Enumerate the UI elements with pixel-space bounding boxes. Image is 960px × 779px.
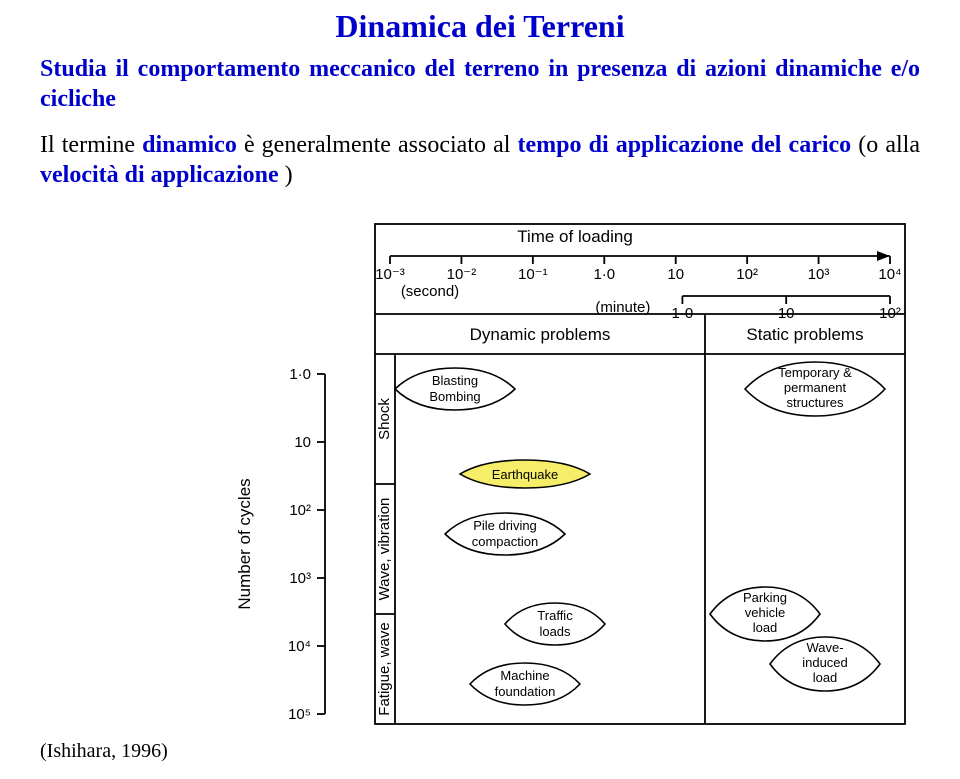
svg-text:Earthquake: Earthquake [492, 467, 559, 482]
svg-text:10: 10 [778, 305, 795, 322]
svg-text:10²: 10² [289, 502, 311, 519]
svg-text:1·0: 1·0 [289, 366, 311, 383]
svg-text:Temporary &: Temporary & [778, 365, 852, 380]
svg-text:10: 10 [667, 266, 684, 283]
svg-text:Bombing: Bombing [429, 389, 480, 404]
svg-text:10³: 10³ [289, 570, 311, 587]
svg-text:Static problems: Static problems [746, 325, 863, 344]
p1-mid: e/o [891, 56, 920, 82]
svg-text:permanent: permanent [784, 380, 847, 395]
svg-text:load: load [753, 620, 778, 635]
svg-text:Shock: Shock [376, 398, 393, 440]
para-2: Il termine dinamico è generalmente assoc… [40, 130, 920, 190]
para-1: Studia il comportamento meccanico del te… [40, 54, 920, 114]
svg-text:1·0: 1·0 [593, 266, 615, 283]
svg-text:Wave, vibration: Wave, vibration [376, 498, 393, 601]
p1-b2: cicliche [40, 86, 116, 112]
svg-text:structures: structures [786, 395, 844, 410]
svg-text:10⁻²: 10⁻² [447, 266, 477, 283]
p1-pref: Studia il comportamento meccanico del te… [40, 56, 705, 82]
svg-text:10²: 10² [736, 266, 758, 283]
svg-text:Machine: Machine [500, 668, 549, 683]
svg-text:10⁴: 10⁴ [878, 266, 901, 283]
svg-text:foundation: foundation [495, 684, 556, 699]
p2-b3: velocità di applicazione [40, 162, 279, 188]
svg-text:Dynamic problems: Dynamic problems [470, 325, 611, 344]
p2-end: ) [285, 162, 293, 188]
svg-text:10⁻¹: 10⁻¹ [518, 266, 548, 283]
svg-text:Fatigue, wave: Fatigue, wave [376, 622, 393, 715]
svg-text:10³: 10³ [808, 266, 830, 283]
svg-text:10⁻³: 10⁻³ [375, 266, 405, 283]
page-title: Dinamica dei Terreni [0, 8, 960, 45]
citation: (Ishihara, 1996) [40, 740, 168, 763]
svg-text:1·0: 1·0 [672, 305, 694, 322]
svg-text:Time of loading: Time of loading [517, 227, 633, 246]
ishihara-diagram: Time of loading 10⁻³ 10⁻² 10⁻¹ 1·0 10 10² 10³ 10… [225, 214, 920, 734]
svg-text:(second): (second) [401, 283, 459, 300]
svg-text:induced: induced [802, 655, 848, 670]
svg-text:loads: loads [539, 624, 571, 639]
svg-text:10²: 10² [879, 305, 901, 322]
svg-text:compaction: compaction [472, 534, 538, 549]
svg-text:10: 10 [294, 434, 311, 451]
p1-b1: azioni dinamiche [705, 56, 882, 82]
svg-text:Traffic: Traffic [537, 608, 573, 623]
p2-suf: (o alla [858, 132, 920, 158]
p2-b1: dinamico [142, 132, 237, 158]
svg-text:Wave-: Wave- [806, 640, 843, 655]
svg-text:Blasting: Blasting [432, 373, 478, 388]
svg-text:10⁵: 10⁵ [288, 706, 311, 723]
p2-pref: Il termine [40, 132, 142, 158]
svg-text:(minute): (minute) [595, 299, 650, 316]
p2-mid: è generalmente associato al [244, 132, 518, 158]
svg-text:load: load [813, 670, 838, 685]
svg-text:vehicle: vehicle [745, 605, 785, 620]
svg-text:Parking: Parking [743, 590, 787, 605]
svg-text:10⁴: 10⁴ [288, 638, 311, 655]
svg-text:Pile driving: Pile driving [473, 518, 537, 533]
svg-text:Number of cycles: Number of cycles [235, 478, 254, 609]
p2-b2: tempo di applicazione del carico [518, 132, 852, 158]
